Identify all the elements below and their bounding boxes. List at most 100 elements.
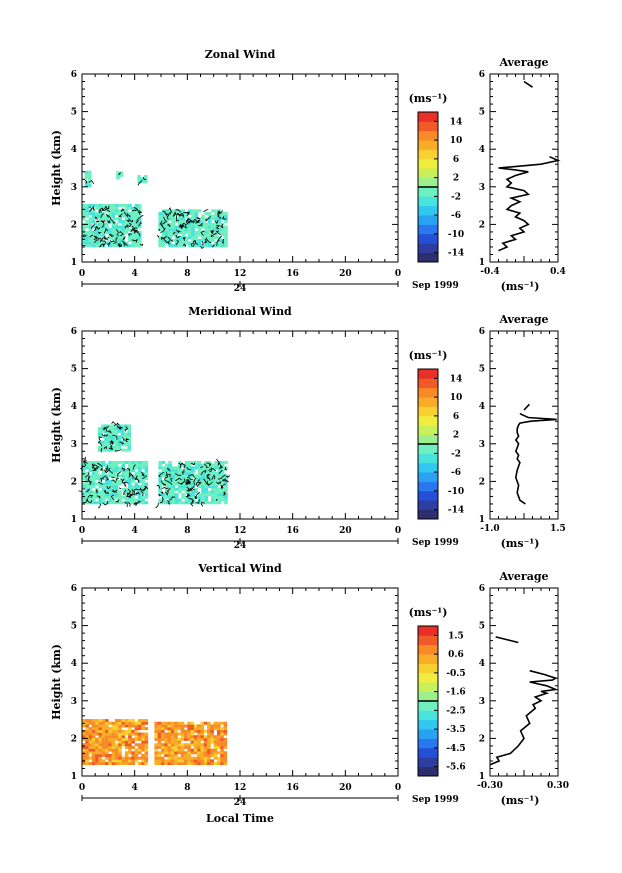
data-cell: [171, 233, 176, 237]
data-cell: [190, 748, 195, 752]
data-cell: [170, 740, 175, 744]
data-cell: [101, 721, 106, 725]
data-cell: [114, 427, 118, 431]
contour-line: [166, 500, 170, 506]
data-cell: [137, 463, 142, 467]
data-cell: [124, 448, 128, 452]
data-cell: [85, 463, 89, 467]
data-cell: [141, 498, 145, 502]
data-cell: [181, 463, 185, 467]
colorbar-swatch: [418, 243, 438, 254]
contour-line: [169, 496, 176, 501]
data-cell: [178, 471, 182, 475]
data-cell: [85, 214, 89, 218]
data-cell: [137, 762, 142, 766]
data-cell: [104, 437, 108, 441]
data-cell: [154, 745, 159, 749]
contour-line: [206, 462, 212, 467]
data-cell: [178, 490, 182, 494]
data-cell: [224, 477, 228, 481]
data-cell: [82, 463, 86, 467]
data-cell: [118, 759, 122, 763]
data-cell: [101, 762, 106, 766]
contour-line: [203, 463, 209, 469]
data-cell: [171, 474, 176, 478]
data-cell: [184, 756, 188, 760]
data-cell: [111, 469, 116, 473]
data-cell: [174, 244, 179, 248]
data-cell: [114, 471, 119, 475]
colorbar: (ms⁻¹)1.50.6-0.5-1.6-2.5-3.5-4.5-5.6: [409, 606, 466, 777]
data-cell: [88, 212, 93, 216]
data-cell: [171, 493, 176, 497]
data-cell: [224, 498, 228, 502]
date-label: Sep 1999: [412, 795, 459, 805]
data-cell: [84, 170, 89, 174]
data-cell: [131, 762, 135, 766]
data-cell: [137, 469, 142, 473]
contour-line: [216, 235, 222, 242]
contour-line: [121, 240, 126, 244]
data-cell: [101, 469, 106, 473]
data-cell: [124, 427, 128, 431]
contour-line: [113, 237, 118, 245]
contour-line: [124, 426, 129, 432]
data-cell: [217, 214, 222, 218]
data-cell: [137, 174, 141, 178]
data-cell: [141, 490, 145, 494]
data-cell: [171, 222, 176, 226]
data-cell: [128, 222, 132, 226]
data-cell: [191, 466, 195, 470]
data-cell: [124, 241, 129, 245]
contour-line: [97, 503, 101, 509]
data-cell: [105, 230, 109, 234]
data-cell: [91, 471, 96, 475]
data-cell: [124, 498, 129, 502]
data-cell: [114, 762, 119, 766]
contour-line: [175, 239, 180, 245]
contour-line: [215, 230, 222, 236]
data-cell: [204, 479, 209, 483]
data-cell: [168, 501, 172, 505]
data-cell: [82, 477, 86, 481]
data-cell: [184, 732, 188, 736]
data-cell: [110, 424, 115, 428]
data-cell: [108, 732, 112, 736]
data-cell: [91, 217, 96, 221]
data-cell: [137, 217, 142, 221]
contour-line: [115, 229, 120, 237]
data-cell: [204, 498, 209, 502]
data-cell: [220, 751, 224, 755]
data-cell: [164, 233, 169, 237]
y-tick-label: 1: [479, 258, 485, 268]
data-cell: [91, 236, 96, 240]
contour-line: [96, 226, 101, 230]
data-cell: [88, 727, 93, 731]
data-cell: [108, 244, 112, 248]
data-cell: [144, 477, 149, 481]
data-cell: [120, 443, 125, 447]
data-cell: [95, 748, 99, 752]
data-cell: [88, 729, 93, 733]
data-cell: [213, 740, 218, 744]
contour-line: [84, 459, 88, 464]
data-cell: [98, 748, 103, 752]
data-cell: [82, 236, 86, 240]
data-cell: [91, 479, 96, 483]
colorbar-tick-label: -2: [451, 449, 461, 459]
data-cell: [111, 498, 116, 502]
data-cell: [211, 485, 215, 489]
data-cell: [124, 209, 129, 213]
contour-line: [118, 213, 123, 218]
contour-line: [134, 500, 142, 505]
data-cell: [223, 762, 228, 766]
data-cell: [85, 466, 89, 470]
data-cell: [124, 212, 129, 216]
data-cell: [207, 466, 212, 470]
data-cell: [154, 756, 159, 760]
data-cell: [101, 474, 106, 478]
data-cell: [111, 217, 116, 221]
data-cell: [131, 501, 135, 505]
data-cell: [144, 748, 149, 752]
data-cell: [207, 735, 211, 739]
